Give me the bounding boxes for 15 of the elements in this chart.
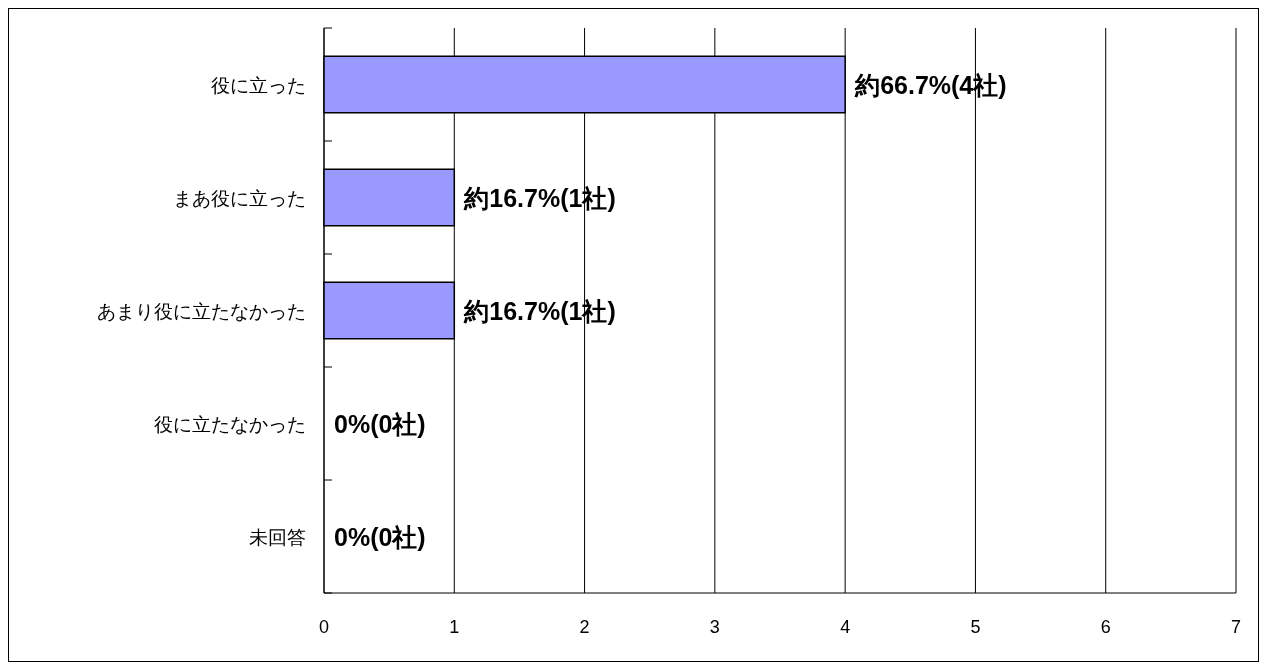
x-tick-label: 7: [1230, 617, 1242, 637]
x-tick-label: 2: [579, 617, 590, 637]
x-tick-label: 1: [449, 617, 460, 637]
data-label: 0%(0社): [334, 522, 426, 551]
y-tick-label: 役に立った: [211, 74, 306, 96]
data-label: 0%(0社): [334, 409, 426, 438]
x-tick-label: 4: [840, 617, 851, 637]
x-tick-label: 0: [318, 617, 330, 637]
x-tick-label: 6: [1100, 617, 1111, 637]
x-tick-label: 3: [709, 617, 720, 637]
y-tick-label: まあ役に立った: [173, 187, 306, 209]
x-tick-label: 5: [970, 617, 981, 637]
y-tick-label: 役に立たなかった: [154, 413, 306, 435]
y-tick-label: 未回答: [249, 526, 306, 548]
y-tick-label: あまり役に立たなかった: [97, 300, 306, 322]
